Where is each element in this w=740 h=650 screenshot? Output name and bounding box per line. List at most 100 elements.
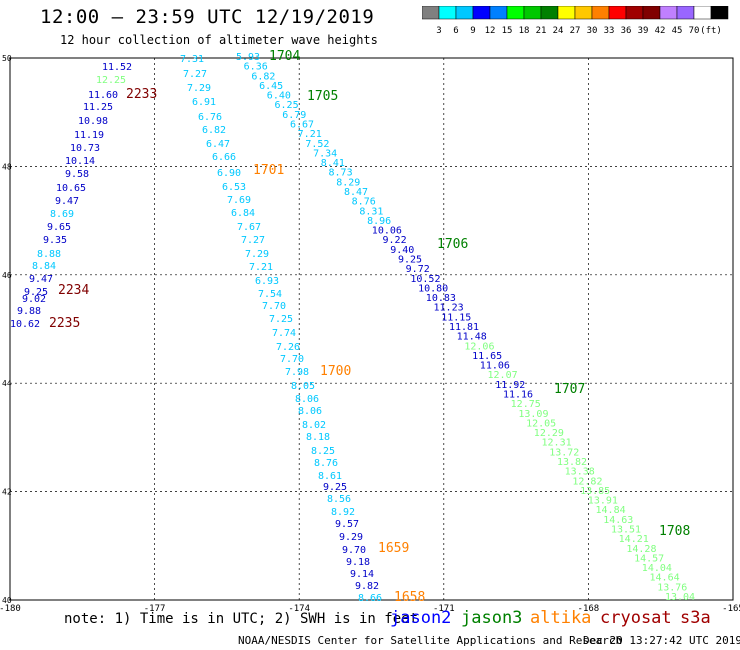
swh-value-label: 12.31 <box>542 438 572 449</box>
latitude-tick-label: 46 <box>2 271 12 280</box>
swh-value-label: 7.54 <box>258 289 282 300</box>
swh-value-label: 7.34 <box>313 148 337 159</box>
swh-value-label: 10.65 <box>56 183 86 194</box>
legend-altika: altika <box>530 608 592 628</box>
colorbar-label: 12 <box>485 26 496 36</box>
swh-value-label: 12.82 <box>572 476 602 487</box>
swh-value-label: 13.91 <box>588 496 618 507</box>
swh-value-label: 11.15 <box>441 312 471 323</box>
swh-value-label: 14.28 <box>626 544 656 555</box>
swh-value-label: 6.67 <box>290 120 314 131</box>
swh-value-label: 12.29 <box>534 428 564 439</box>
swh-value-label: 8.25 <box>311 446 335 457</box>
swh-value-label: 7.98 <box>285 367 309 378</box>
colorbar-label: 24 <box>553 26 564 36</box>
swh-value-label: 6.93 <box>255 276 279 287</box>
swh-value-label: 8.76 <box>314 458 338 469</box>
footer-timestamp: Dec 20 13:27:42 UTC 2019 <box>583 634 740 647</box>
legend-jason2: jason2 <box>390 608 452 628</box>
swh-value-label: 6.66 <box>212 152 236 163</box>
swh-value-label: 14.63 <box>603 515 633 526</box>
pass-time-label: 1659 <box>378 541 409 556</box>
swh-value-label: 7.70 <box>280 354 304 365</box>
swh-value-label: 9.72 <box>406 264 430 275</box>
swh-value-label: 11.06 <box>480 361 510 372</box>
swh-value-label: 13.76 <box>657 582 687 593</box>
swh-value-label: 7.29 <box>245 249 269 260</box>
swh-value-label: 13.85 <box>580 486 610 497</box>
longitude-tick-label: -165 <box>722 604 740 614</box>
swh-value-label: 14.84 <box>596 505 626 516</box>
page-subtitle: 12 hour collection of altimeter wave hei… <box>60 33 378 47</box>
page-title: 12:00 – 23:59 UTC 12/19/2019 <box>40 6 375 28</box>
swh-value-label: 6.91 <box>192 97 216 108</box>
swh-value-label: 14.21 <box>619 534 649 545</box>
latitude-tick-label: 50 <box>2 54 12 63</box>
swh-value-label: 13.51 <box>611 525 641 536</box>
swh-value-label: 8.69 <box>50 209 74 220</box>
swh-value-label: 9.58 <box>65 169 89 180</box>
swh-value-label: 10.83 <box>426 293 456 304</box>
swh-value-label: 12.75 <box>511 399 541 410</box>
latitude-tick-label: 48 <box>2 162 12 171</box>
colorbar-label: 39 <box>638 26 649 36</box>
swh-value-label: 6.79 <box>282 110 306 121</box>
swh-value-label: 9.29 <box>339 532 363 543</box>
swh-value-label: 10.62 <box>10 319 40 330</box>
swh-value-label: 9.70 <box>342 545 366 556</box>
swh-value-label: 7.26 <box>276 342 300 353</box>
pass-time-label: 1700 <box>320 364 351 379</box>
swh-value-label: 6.82 <box>202 125 226 136</box>
swh-value-label: 8.76 <box>352 197 376 208</box>
swh-value-label: 6.25 <box>275 100 299 111</box>
swh-value-label: 9.18 <box>346 557 370 568</box>
swh-value-label: 8.05 <box>291 381 315 392</box>
footer-credit: NOAA/NESDIS Center for Satellite Applica… <box>238 634 623 647</box>
swh-value-label: 8.84 <box>32 261 56 272</box>
colorbar-label: 9 <box>470 26 475 36</box>
colorbar-label: 18 <box>519 26 530 36</box>
swh-value-label: 13.82 <box>557 457 587 468</box>
swh-value-label: 7.21 <box>249 262 273 273</box>
colorbar-label: 3 <box>436 26 441 36</box>
swh-value-label: 6.36 <box>244 62 268 73</box>
swh-value-label: 11.19 <box>74 130 104 141</box>
swh-value-label: 10.73 <box>70 143 100 154</box>
swh-value-label: 9.25 <box>24 287 48 298</box>
swh-value-label: 7.69 <box>227 195 251 206</box>
pass-time-label: 1658 <box>394 590 425 605</box>
swh-value-label: 10.98 <box>78 116 108 127</box>
swh-value-label: 14.64 <box>650 573 680 584</box>
swh-value-label: 8.73 <box>329 168 353 179</box>
swh-value-label: 7.67 <box>237 222 261 233</box>
swh-value-label: 9.25 <box>398 255 422 266</box>
longitude-tick-label: -177 <box>144 604 166 614</box>
swh-value-label: 9.40 <box>390 245 414 256</box>
swh-value-label: 7.29 <box>187 83 211 94</box>
swh-value-label: 11.16 <box>503 390 533 401</box>
swh-value-label: 9.02 <box>22 294 46 305</box>
legend-s3a: s3a <box>680 608 711 628</box>
pass-time-label: 2234 <box>58 283 89 298</box>
swh-value-label: 13.38 <box>565 467 595 478</box>
swh-value-label: 8.56 <box>327 494 351 505</box>
colorbar-label: 30 <box>587 26 598 36</box>
swh-value-label: 8.06 <box>295 394 319 405</box>
colorbar-cell <box>710 6 729 20</box>
swh-value-label: 9.47 <box>29 274 53 285</box>
swh-value-label: 12.25 <box>96 75 126 86</box>
legend-jason3: jason3 <box>461 608 523 628</box>
colorbar-label: 42 <box>655 26 666 36</box>
swh-value-label: 8.61 <box>318 471 342 482</box>
swh-value-label: 8.96 <box>367 216 391 227</box>
swh-value-label: 6.84 <box>231 208 255 219</box>
swh-value-label: 9.14 <box>350 569 374 580</box>
swh-value-label: 8.06 <box>298 406 322 417</box>
longitude-tick-label: -168 <box>578 604 600 614</box>
swh-value-label: 7.25 <box>269 314 293 325</box>
swh-value-label: 10.06 <box>372 226 402 237</box>
swh-value-label: 12.05 <box>526 418 556 429</box>
colorbar-label: 70 <box>689 26 700 36</box>
colorbar-label: 45 <box>672 26 683 36</box>
